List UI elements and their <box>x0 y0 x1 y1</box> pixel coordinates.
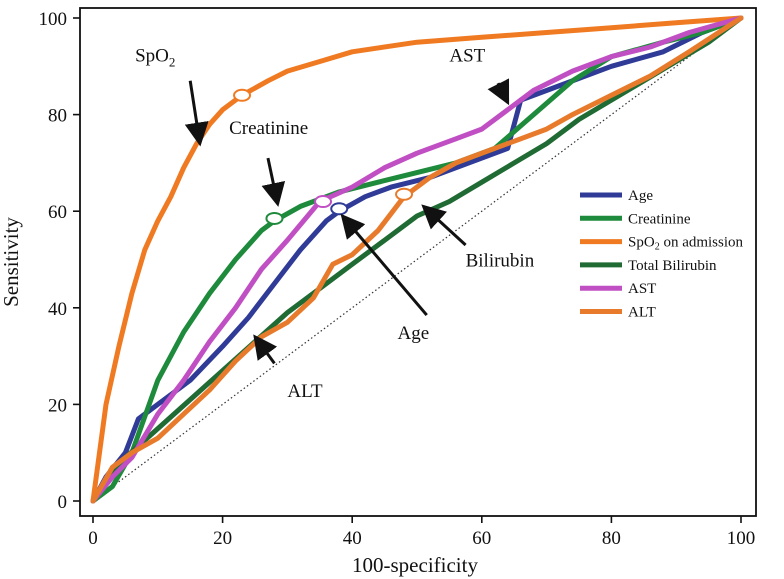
annotation-label: SpO2 <box>135 45 175 69</box>
y-tick-label: 0 <box>58 492 68 513</box>
legend-label: Age <box>628 188 653 204</box>
y-tick-label: 60 <box>48 202 67 223</box>
legend: Age Creatinine SpO2 on admission Total Bili… <box>580 188 744 321</box>
plot-frame <box>79 7 757 517</box>
y-tick-label: 80 <box>48 106 67 127</box>
annotation-arrow <box>340 213 428 317</box>
legend-label: ALT <box>628 305 656 321</box>
x-tick-label: 80 <box>602 528 621 549</box>
cutoff-marker <box>314 195 333 209</box>
cutoff-marker <box>233 88 252 102</box>
x-tick-label: 40 <box>343 528 362 549</box>
annotation-subscript: 2 <box>169 54 176 69</box>
x-tick-label: 60 <box>472 528 491 549</box>
annotation-label: Bilirubin <box>466 251 535 272</box>
cutoff-marker <box>330 202 349 216</box>
annotation-arrow <box>487 78 510 106</box>
y-tick-label: 40 <box>48 299 67 320</box>
axis-ticks: 0 20 40 60 80 100 0 20 40 60 80 100 <box>39 9 756 549</box>
legend-label: Creatinine <box>628 211 691 227</box>
x-tick-label: 0 <box>88 528 98 549</box>
series-line-spo2-on-admission <box>90 15 744 504</box>
reference-diagonal <box>92 17 742 502</box>
annotations: SpO2 Creatinine AST Age Bilirubin ALT <box>135 45 535 402</box>
y-axis-title: Sensitivity <box>0 217 23 307</box>
cutoff-marker <box>395 187 414 201</box>
legend-label: AST <box>628 281 656 297</box>
annotation-label: AST <box>449 45 485 66</box>
x-tick-label: 100 <box>727 528 756 549</box>
reference-line <box>92 17 742 502</box>
annotation-arrow <box>261 157 286 207</box>
annotation-arrow <box>184 80 209 147</box>
annotation-label: ALT <box>287 381 323 402</box>
x-tick-label: 20 <box>213 528 232 549</box>
legend-label: SpO2 on admission <box>628 235 744 253</box>
y-tick-label: 100 <box>39 9 68 30</box>
annotation-arrow <box>421 204 467 247</box>
series-line-ast <box>90 15 744 504</box>
annotation-label: Age <box>398 323 430 344</box>
y-tick-label: 20 <box>48 395 67 416</box>
legend-subscript: 2 <box>655 242 660 253</box>
legend-label: Total Bilirubin <box>628 258 717 274</box>
cutoff-markers <box>233 88 414 225</box>
x-axis-title: 100-specificity <box>352 553 478 577</box>
annotation-arrow <box>253 334 278 365</box>
cutoff-marker <box>265 211 284 225</box>
annotation-label: Creatinine <box>229 118 308 139</box>
